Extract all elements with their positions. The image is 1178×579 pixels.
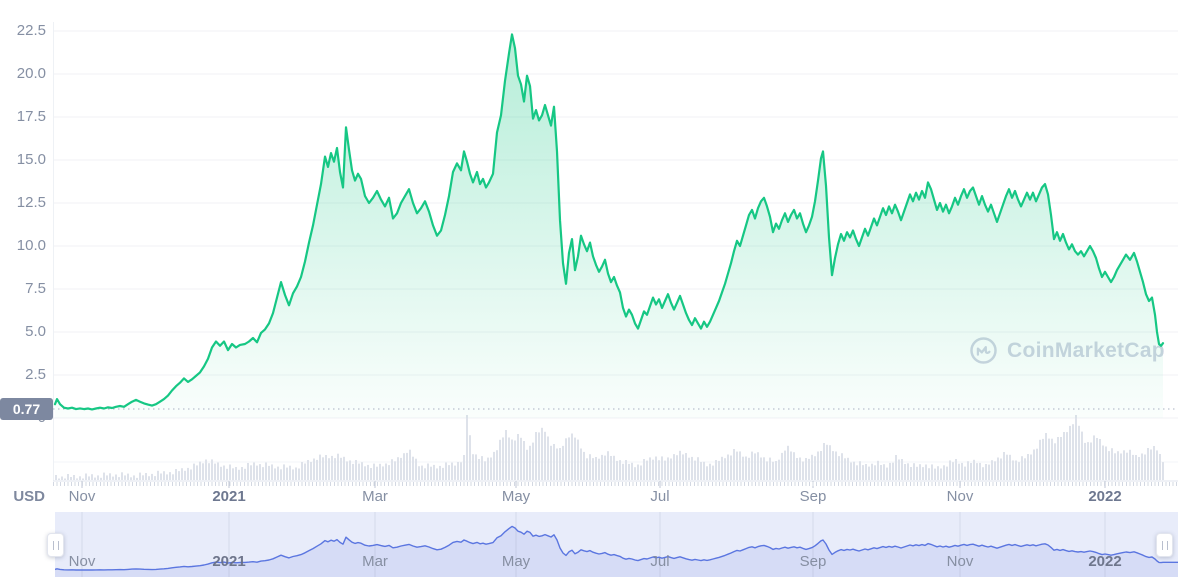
- handle-grip-icon: [1161, 540, 1168, 550]
- x-axis-minor-ticks: [53, 482, 1178, 486]
- last-price-badge: 0.77: [0, 398, 53, 420]
- price-area: [55, 34, 1163, 419]
- navigator-line: [55, 525, 1178, 571]
- navigator-chart[interactable]: [55, 512, 1178, 577]
- navigator-area: [55, 526, 1178, 577]
- volume-bars: [55, 415, 1164, 481]
- last-price-value: 0.77: [12, 401, 41, 417]
- main-chart-area[interactable]: [0, 0, 1178, 510]
- price-line: [53, 33, 1165, 411]
- handle-grip-icon: [52, 540, 59, 550]
- navigator-track[interactable]: [55, 512, 1178, 577]
- range-navigator[interactable]: Nov 2021 Mar May Jul Sep Nov 2022: [0, 512, 1178, 577]
- navigator-right-handle[interactable]: [1156, 533, 1173, 557]
- currency-label: USD: [13, 488, 45, 505]
- navigator-left-handle[interactable]: [47, 533, 64, 557]
